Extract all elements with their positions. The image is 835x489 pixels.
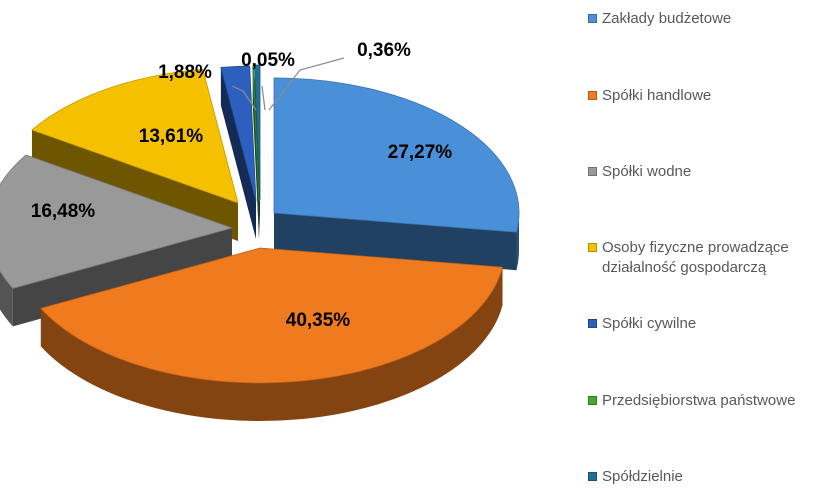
data-label-3: 13,61%	[139, 126, 204, 147]
pie-slice-top-0	[273, 77, 520, 233]
legend-swatch-spolki-handlowe	[588, 91, 597, 100]
pie-slice-top-4	[220, 65, 257, 202]
data-label-5: 0,05%	[241, 50, 295, 71]
legend-label-spoldzielnie: Spółdzielnie	[602, 468, 683, 485]
pie-slice-1	[40, 247, 504, 421]
data-label-2: 16,48%	[31, 201, 96, 222]
pie-slices	[0, 64, 520, 421]
legend-label-osoby-fizyczne: Osoby fizyczne prowadzące działalność go…	[602, 239, 789, 276]
pie-slice-top-5	[252, 65, 260, 202]
legend-swatch-spolki-cywilne	[588, 319, 597, 328]
legend-swatch-osoby-fizyczne	[588, 243, 597, 252]
legend-item-spolki-wodne: Spółki wodne	[588, 162, 832, 182]
pie-slice-side-0-0	[516, 213, 519, 271]
pie-slice-wall-0-1	[274, 213, 517, 271]
legend-label-spolki-wodne: Spółki wodne	[602, 163, 692, 180]
data-label-4: 1,88%	[158, 62, 212, 83]
legend: Zakłady budżetowe Spółki handlowe Spółki…	[588, 0, 835, 489]
legend-swatch-zaklady-budzetowe	[588, 14, 597, 23]
leader-line-6	[268, 57, 345, 111]
legend-item-spolki-cywilne: Spółki cywilne	[588, 314, 832, 334]
legend-swatch-spoldzielnie	[588, 472, 597, 481]
pie-slice-top-2	[0, 154, 234, 289]
pie-chart: 27,27% 40,35% 16,48% 13,61% 1,88% 0,05% 0,36%	[0, 40, 520, 421]
data-label-0: 27,27%	[388, 142, 453, 163]
legend-item-zaklady-budzetowe: Zakłady budżetowe	[588, 9, 832, 29]
pie-slice-side-1-0	[40, 267, 503, 421]
pie-slice-top-3	[31, 68, 239, 204]
legend-label-spolki-handlowe: Spółki handlowe	[602, 87, 712, 104]
legend-swatch-spolki-wodne	[588, 167, 597, 176]
legend-item-spolki-handlowe: Spółki handlowe	[588, 86, 832, 106]
data-label-6: 0,36%	[357, 40, 411, 61]
legend-swatch-przedsiebiorstwa-panstwowe	[588, 396, 597, 405]
legend-item-spoldzielnie: Spółdzielnie	[588, 467, 832, 487]
pie-slice-4	[220, 65, 257, 239]
pie-slice-top-6	[254, 64, 261, 201]
data-label-1: 40,35%	[286, 310, 351, 331]
legend-label-spolki-cywilne: Spółki cywilne	[602, 315, 697, 332]
pie-slice-top-1	[40, 247, 504, 384]
leader-line-5	[261, 85, 266, 111]
pie-slice-0	[273, 77, 520, 271]
pie-slice-wall-4-0	[220, 67, 256, 239]
legend-item-osoby-fizyczne: Osoby fizyczne prowadzące działalność go…	[588, 238, 832, 278]
legend-label-przedsiebiorstwa-panstwowe: Przedsiębiorstwa państwowe	[602, 392, 796, 409]
leader-line-4	[231, 85, 257, 111]
legend-item-przedsiebiorstwa-panstwowe: Przedsiębiorstwa państwowe	[588, 391, 832, 411]
legend-label-zaklady-budzetowe: Zakłady budżetowe	[602, 10, 732, 27]
